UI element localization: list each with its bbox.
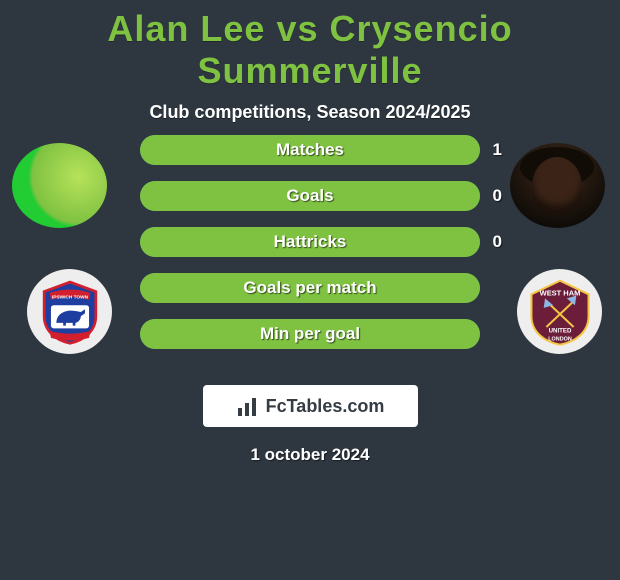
club-badge-left: IPSWICH TOWN [27, 269, 112, 354]
stat-row-right-value: 1 [493, 135, 502, 165]
page-subtitle: Club competitions, Season 2024/2025 [0, 102, 620, 123]
svg-text:LONDON: LONDON [548, 336, 572, 342]
stat-row-label: Hattricks [140, 227, 480, 257]
player-right-avatar [510, 143, 605, 228]
date-text: 1 october 2024 [0, 445, 620, 465]
stat-row-right-value: 0 [493, 227, 502, 257]
stat-row-label: Goals per match [140, 273, 480, 303]
comparison-stage: IPSWICH TOWN WEST HAM LONDON UNITED Matc… [0, 129, 620, 379]
svg-text:IPSWICH TOWN: IPSWICH TOWN [51, 294, 88, 300]
stat-row-label: Matches [140, 135, 480, 165]
stat-row-hattricks: Hattricks0 [140, 227, 480, 257]
brand-text: FcTables.com [266, 396, 385, 417]
stat-row-goals-per-match: Goals per match [140, 273, 480, 303]
stat-row-right-value: 0 [493, 181, 502, 211]
stat-row-goals: Goals0 [140, 181, 480, 211]
westham-badge-icon: WEST HAM LONDON UNITED [526, 278, 594, 346]
page-title: Alan Lee vs Crysencio Summerville [0, 8, 620, 92]
stat-bars: Matches1 Goals0 Hattricks0 Goals per match M… [140, 135, 480, 365]
stat-row-label: Min per goal [140, 319, 480, 349]
stat-row-matches: Matches1 [140, 135, 480, 165]
brand-badge: FcTables.com [203, 385, 418, 427]
club-badge-right: WEST HAM LONDON UNITED [517, 269, 602, 354]
stat-row-min-per-goal: Min per goal [140, 319, 480, 349]
player-left-avatar [12, 143, 107, 228]
stat-row-label: Goals [140, 181, 480, 211]
chart-icon [236, 396, 260, 416]
svg-text:UNITED: UNITED [548, 327, 571, 334]
ipswich-badge-icon: IPSWICH TOWN [36, 278, 104, 346]
